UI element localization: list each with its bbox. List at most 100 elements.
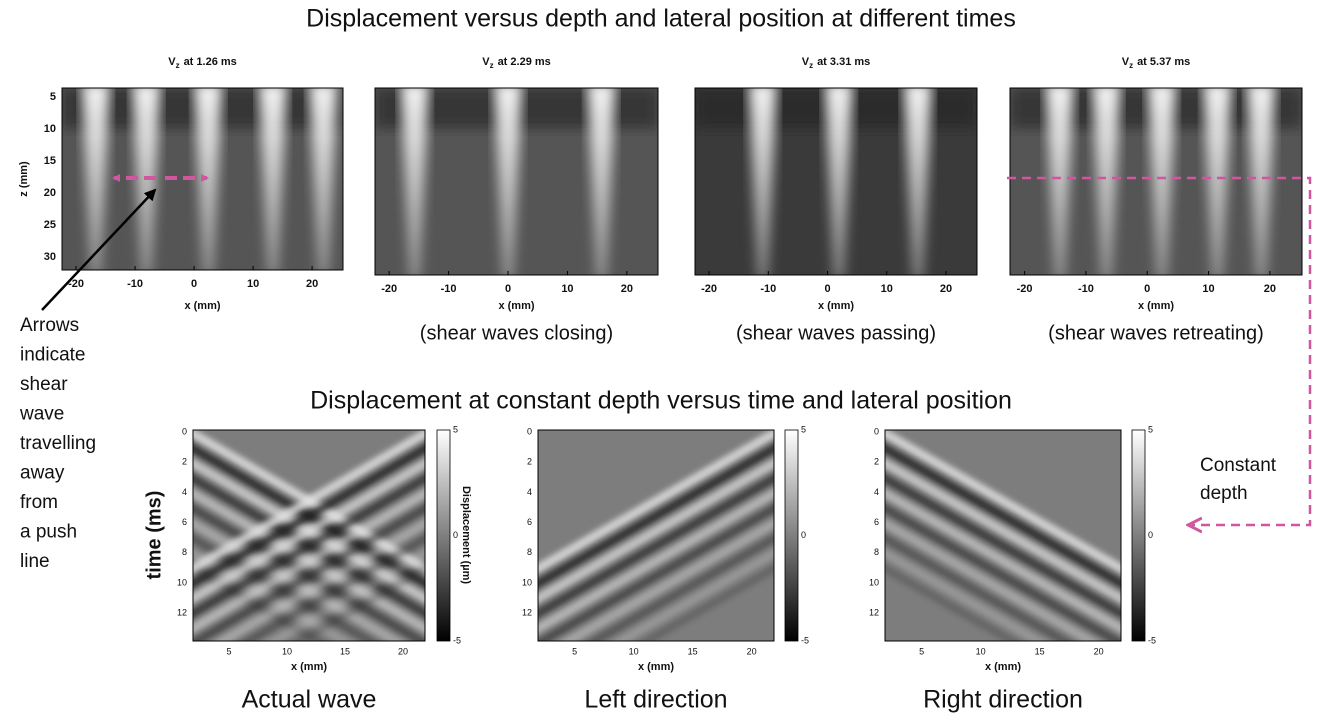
wave-stripe — [825, 88, 853, 275]
annotation-line: line — [20, 551, 50, 572]
x-tick-label: 0 — [1144, 283, 1150, 295]
wave-band-dark — [193, 473, 425, 619]
x-tick-label: -20 — [68, 278, 84, 290]
annotation-line: Arrows — [20, 315, 79, 336]
wave-band-dark — [885, 533, 1073, 641]
heatmap — [538, 430, 774, 641]
x-axis-label: x (mm) — [638, 661, 674, 673]
x-tick-label: 20 — [1094, 646, 1104, 656]
wave-band-dark — [885, 443, 1121, 589]
panel-subscript: z — [176, 61, 180, 70]
colorbar-tick-label: 0 — [453, 530, 458, 540]
x-tick-label: 10 — [247, 278, 259, 290]
plot-frame — [694, 87, 978, 276]
y-tick-label: 4 — [874, 487, 879, 497]
annotation-line: indicate — [20, 345, 86, 366]
plot-frame — [374, 87, 659, 276]
wave-band-dark — [193, 443, 425, 589]
y-tick-label: 8 — [182, 547, 187, 557]
wave-band-light — [265, 548, 425, 641]
plot-frame — [537, 429, 775, 642]
plot-frame — [1009, 87, 1303, 276]
wave-stripe — [748, 88, 777, 275]
x-tick-label: 10 — [561, 283, 573, 295]
wave-band-light — [538, 430, 774, 574]
figure-subtitle: Displacement at constant depth versus ti… — [310, 387, 1012, 415]
annotation-line: shear — [20, 374, 68, 395]
x-tick-label: 15 — [688, 646, 698, 656]
colorbar-tick-label: -5 — [801, 635, 809, 645]
wave-band-dark — [193, 503, 425, 641]
y-tick-label: 8 — [874, 547, 879, 557]
y-tick-label: 6 — [182, 517, 187, 527]
wave-stripe — [494, 88, 522, 275]
x-tick-label: 15 — [340, 646, 350, 656]
figure-title: Displacement versus depth and lateral po… — [306, 5, 1016, 33]
plot-frame — [61, 87, 344, 271]
panel-label: at 2.29 ms — [498, 56, 551, 68]
wave-band-light — [885, 518, 1100, 641]
wave-stripe — [258, 88, 287, 270]
x-tick-label: 20 — [306, 278, 318, 290]
y-tick-label: 2 — [527, 457, 532, 467]
colorbar-tick-label: -5 — [1148, 635, 1156, 645]
y-tick-label: 5 — [50, 91, 56, 103]
panel-symbol: V — [1122, 56, 1130, 68]
wave-band-dark — [538, 443, 774, 589]
panel-title: Vz at 5.37 ms — [1122, 56, 1191, 70]
x-tick-label: 5 — [919, 646, 924, 656]
wave-band-light — [193, 430, 425, 574]
wave-stripe — [1203, 88, 1232, 275]
x-tick-label: -20 — [1017, 283, 1033, 295]
colorbar — [436, 429, 451, 642]
wave-band-light — [885, 430, 1121, 574]
y-tick-label: 10 — [44, 123, 56, 135]
wave-band-dark — [639, 563, 774, 641]
panel-symbol: V — [168, 56, 176, 68]
y-tick-label: 0 — [182, 426, 187, 436]
annotation-line: away — [20, 463, 65, 484]
constant-depth-label: depth — [1200, 483, 1248, 504]
y-tick-label: 12 — [522, 608, 532, 618]
x-axis-label: x (mm) — [818, 300, 854, 312]
panel-label: at 5.37 ms — [1137, 56, 1190, 68]
wave-stripe — [587, 88, 616, 275]
x-tick-label: 0 — [191, 278, 197, 290]
y-tick-label: 30 — [44, 251, 56, 263]
x-tick-label: 10 — [881, 283, 893, 295]
wave-band-light — [193, 458, 425, 604]
panel-symbol: V — [482, 56, 490, 68]
wave-band-dark — [885, 503, 1121, 641]
panel-title: Vz at 3.31 ms — [802, 56, 871, 70]
x-axis-label: x (mm) — [1138, 300, 1174, 312]
constant-depth-label: Constant — [1200, 455, 1277, 476]
x-tick-label: -20 — [701, 283, 717, 295]
colorbar-label: Displacement (µm) — [460, 486, 472, 584]
y-tick-label: 12 — [869, 608, 879, 618]
wave-stripe — [1247, 88, 1275, 275]
y-tick-label: 6 — [527, 517, 532, 527]
y-tick-label: 2 — [182, 457, 187, 467]
x-tick-label: 20 — [940, 283, 952, 295]
wave-stripe — [1045, 88, 1074, 275]
colorbar-tick-label: -5 — [453, 635, 461, 645]
x-axis-label: x (mm) — [184, 300, 220, 312]
y-tick-label: 10 — [177, 577, 187, 587]
annotation-line: travelling — [20, 433, 96, 454]
heatmap — [62, 88, 343, 270]
colorbar-tick-label: 0 — [1148, 530, 1153, 540]
y-tick-label: 4 — [527, 487, 532, 497]
panel-caption: Left direction — [584, 686, 727, 714]
y-axis-label: z (mm) — [18, 161, 30, 197]
x-axis-label: x (mm) — [985, 661, 1021, 673]
panel-title: Vz at 1.26 ms — [168, 56, 237, 70]
y-tick-label: 4 — [182, 487, 187, 497]
heatmap — [375, 88, 658, 275]
wave-band-dark — [586, 533, 774, 641]
panel-caption: (shear waves closing) — [420, 322, 613, 344]
y-tick-label: 12 — [177, 608, 187, 618]
colorbar-tick-label: 0 — [801, 530, 806, 540]
x-tick-label: 20 — [1264, 283, 1276, 295]
wave-band-dark — [538, 473, 774, 619]
